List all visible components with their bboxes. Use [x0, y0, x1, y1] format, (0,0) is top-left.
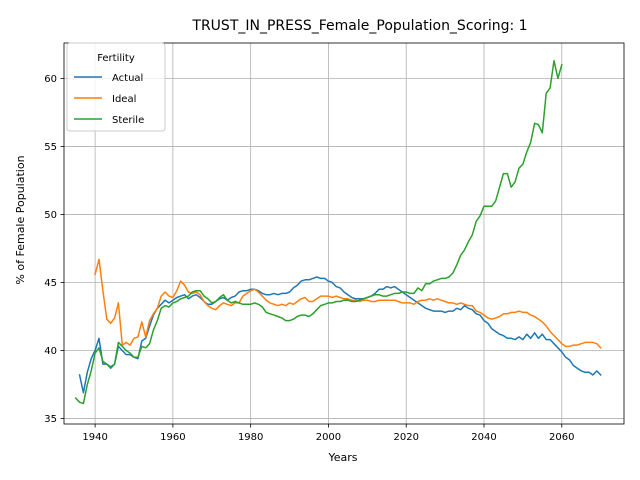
y-axis-ticks: 35 40 45 50 55 60: [44, 74, 64, 425]
y-tick-label: 50: [44, 210, 57, 221]
x-tick-label: 2000: [316, 432, 341, 443]
x-tick-label: 1940: [82, 432, 107, 443]
y-tick-label: 40: [44, 346, 57, 357]
x-axis-ticks: 1940 1960 1980 2000 2020 2040 2060: [82, 424, 575, 443]
x-tick-label: 1960: [160, 432, 185, 443]
grid-lines: [64, 43, 624, 424]
legend-box: [66, 42, 166, 132]
legend-label-ideal: Ideal: [112, 94, 136, 105]
plot-area-frame: [63, 42, 625, 425]
legend-title: Fertility: [97, 53, 135, 64]
series-line-actual: [78, 276, 602, 394]
legend: Fertility Actual Ideal Sterile: [66, 42, 166, 132]
y-tick-label: 60: [44, 74, 57, 85]
x-tick-label: 2060: [549, 432, 574, 443]
legend-label-actual: Actual: [112, 73, 143, 84]
series-lines: [74, 59, 602, 405]
x-axis-label: Years: [327, 451, 357, 464]
series-line-sterile: [74, 59, 563, 405]
y-tick-label: 45: [44, 278, 57, 289]
y-tick-label: 35: [44, 414, 57, 425]
x-tick-label: 2020: [393, 432, 418, 443]
x-tick-label: 2040: [471, 432, 496, 443]
y-tick-label: 55: [44, 142, 57, 153]
x-tick-label: 1980: [238, 432, 263, 443]
series-line-ideal: [94, 258, 602, 349]
chart-title: TRUST_IN_PRESS_Female_Population_Scoring…: [191, 18, 527, 34]
y-axis-label: % of Female Population: [14, 155, 27, 284]
legend-label-sterile: Sterile: [112, 115, 144, 126]
